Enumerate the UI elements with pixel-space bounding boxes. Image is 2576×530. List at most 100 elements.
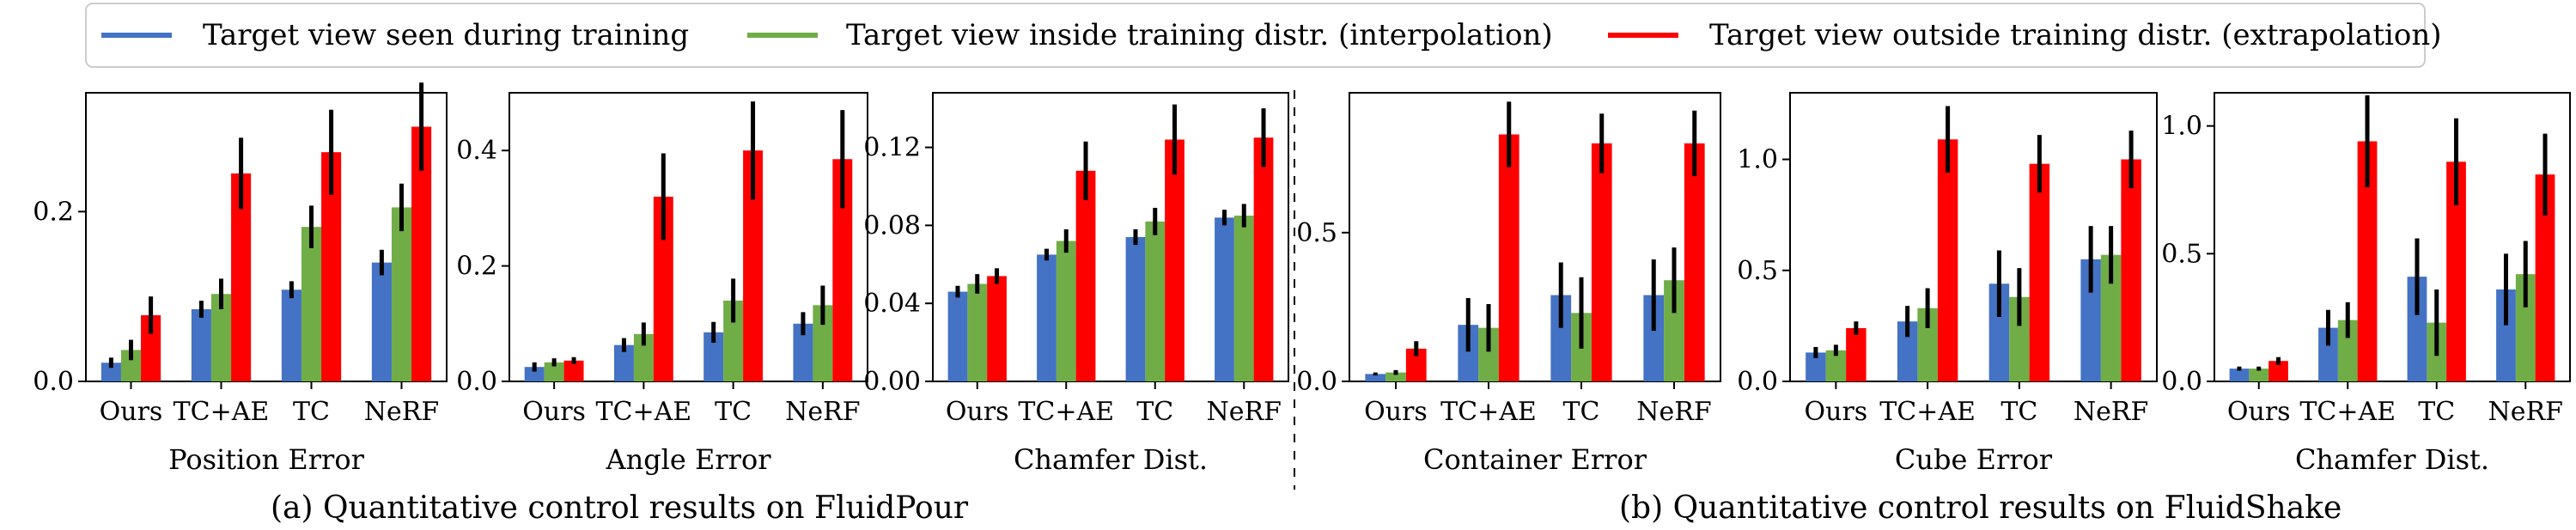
x-tick-label: TC [2001,397,2037,427]
bar-nerf-s3 [2121,159,2141,382]
bar-nerf-s1 [1215,217,1234,381]
bar-tc-ae-s3 [231,173,252,381]
x-tick-label: NeRF [785,397,860,427]
y-tick-label: 0.5 [1737,256,1778,286]
x-axis-label: Angle Error [605,443,771,476]
bar-ours-s1 [524,367,545,381]
y-tick-label: 0.04 [863,289,921,319]
y-tick-label: 0.12 [863,133,921,163]
bar-ours-s2 [967,283,988,381]
bar-tc-s1 [1125,237,1146,381]
x-tick-label: NeRF [2488,397,2563,427]
bar-tc-s1 [703,332,724,381]
y-tick-label: 0.08 [863,210,921,241]
x-tick-label: TC+AE [596,397,692,427]
x-axis-label: Position Error [168,443,365,476]
y-tick-label: 0.0 [2161,367,2202,397]
bar-ours-s2 [2249,369,2269,381]
bar-tc-ae-s1 [613,344,634,381]
legend-label-seen: Target view seen during training [203,18,689,52]
legend-label-interpolation: Target view inside training distr. (inte… [846,18,1553,52]
bar-tc-ae-s1 [1897,321,1918,381]
bar-tc-s1 [2407,277,2427,381]
bar-ours-s3 [1846,327,1867,381]
bar-nerf-s1 [371,262,392,381]
bar-tc-s3 [1591,143,1612,381]
bar-tc-s3 [1165,139,1184,381]
x-axis-label: Chamfer Dist. [2295,443,2489,476]
chart-6: 0.0 0.5 1.0 Ours TC+AE TC NeRF Chamfer Dist. [2161,92,2571,476]
bar-tc-s2 [2009,296,2030,381]
bar-ours-s3 [563,360,584,381]
x-tick-label: NeRF [1636,397,1711,427]
x-tick-label: TC [715,397,752,427]
bar-tc-ae-s2 [210,294,232,381]
bar-tc-ae-s1 [1037,254,1057,381]
x-tick-label: Ours [1805,397,1868,427]
bar-nerf-s1 [1643,295,1665,381]
x-tick-label: TC+AE [1440,397,1537,427]
chart-2: 0.0 0.2 0.4 Ours TC+AE TC NeRF Angle Error [456,92,868,476]
bar-nerf-s2 [813,305,833,381]
y-tick-label: 0.4 [456,136,497,166]
y-tick-label: 0.0 [1296,367,1337,397]
axes-frame [85,92,448,382]
caption-fluidshake: (b) Quantitative control results on Flui… [1619,490,2342,526]
chart-1: 0.0 0.2 Ours TC+AE TC NeRF Position Error [33,82,448,476]
bar-ours-s3 [987,276,1007,381]
x-tick-label: TC [2418,397,2455,427]
chart-4: 0.0 0.5 Ours TC+AE TC NeRF Container Error [1296,92,1721,476]
bar-tc-s3 [2029,163,2050,381]
bar-nerf-s1 [2080,259,2101,381]
axes-frame [932,92,1289,382]
bar-tc-ae-s2 [633,333,654,381]
bar-nerf-s2 [1233,216,1254,381]
x-tick-label: NeRF [2074,397,2148,427]
bar-tc-ae-s3 [2357,141,2378,381]
bar-ours-s2 [1825,350,1847,381]
bar-ours-s2 [1385,372,1406,381]
x-tick-label: TC+AE [2299,397,2396,427]
bar-tc-ae-s2 [1056,241,1076,381]
bar-nerf-s3 [1684,143,1705,381]
y-tick-label: 0.2 [33,197,74,227]
bar-ours-s1 [1365,374,1386,381]
bar-tc-ae-s3 [653,196,673,381]
y-tick-label: 0.0 [33,367,74,397]
x-tick-label: TC+AE [1879,397,1976,427]
legend: Target view seen during training Target … [85,3,2442,68]
x-tick-label: TC+AE [174,397,270,427]
bar-tc-s3 [743,150,764,381]
bar-nerf-s3 [832,159,853,381]
x-tick-label: Ours [522,397,586,427]
bar-nerf-s3 [2535,174,2555,381]
charts: 0.0 0.2 Ours TC+AE TC NeRF Position Error 0.0 0.… [33,82,2571,476]
bar-tc-ae-s2 [2337,320,2358,381]
legend-frame [85,3,2426,68]
bar-tc-s2 [1145,221,1166,381]
x-tick-label: TC [1136,397,1173,427]
bar-tc-s1 [1550,295,1572,381]
axes-frame [1349,92,1721,382]
bar-nerf-s2 [1664,280,1684,381]
caption-fluidpour: (a) Quantitative control results on Flui… [271,490,969,526]
bar-nerf-s2 [2515,274,2536,381]
bar-nerf-s3 [1253,137,1274,381]
bar-ours-s2 [544,362,564,381]
x-tick-label: Ours [1364,397,1428,427]
chart-3: 0.00 0.04 0.08 0.12 Ours TC+AE TC NeRF Chamfer D… [863,92,1289,476]
bar-tc-ae-s1 [1458,325,1479,381]
bar-tc-ae-s3 [1937,139,1958,381]
x-axis-label: Cube Error [1895,443,2053,476]
x-tick-label: Ours [100,397,163,427]
bar-nerf-s2 [391,207,412,381]
bar-tc-ae-s1 [2318,327,2338,381]
bar-nerf-s1 [793,323,813,381]
bar-tc-s2 [723,300,744,381]
x-tick-label: NeRF [1207,397,1282,427]
y-tick-label: 0.0 [456,367,497,397]
bar-ours-s2 [120,350,142,381]
bar-tc-ae-s3 [1498,134,1519,381]
x-axis-label: Chamfer Dist. [1014,443,1208,476]
